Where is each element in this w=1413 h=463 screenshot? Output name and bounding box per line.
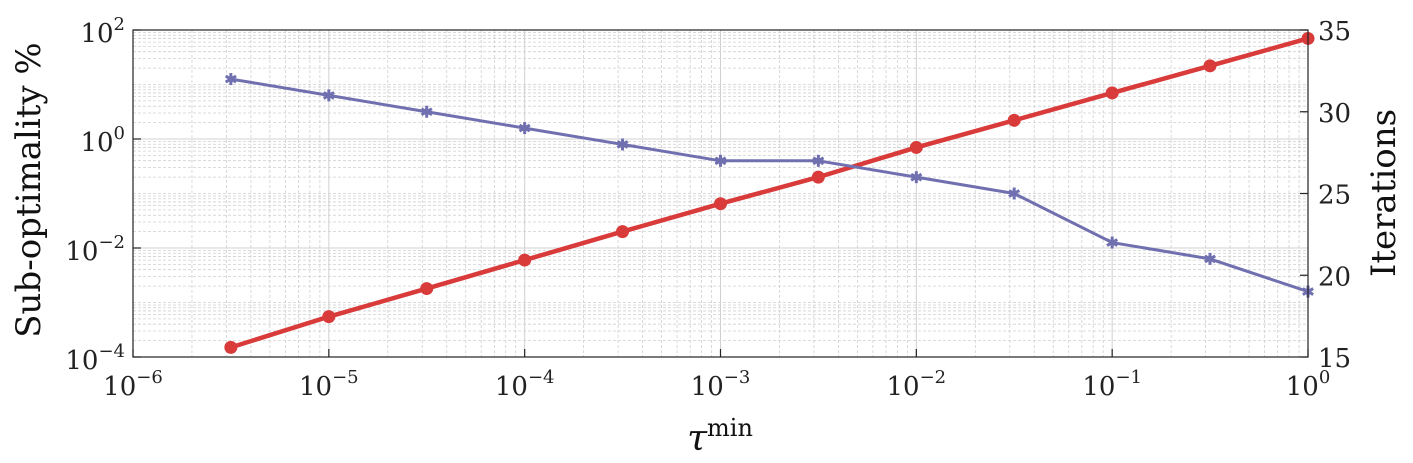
asterisk-center [325, 92, 333, 99]
series-1-point [1203, 59, 1217, 73]
asterisk-center [619, 141, 626, 148]
asterisk-center [1206, 255, 1214, 263]
left-y-tick-label: 102 [80, 14, 125, 49]
x-tick-label: 10−4 [495, 367, 555, 402]
asterisk-center [423, 108, 430, 115]
series-line-2 [230, 77, 1309, 294]
series-1-point [518, 253, 532, 267]
series-2-point [1008, 187, 1021, 200]
left-y-tick-label: 10−4 [65, 341, 125, 376]
series-2-point [1106, 236, 1119, 249]
series-2-point [714, 154, 727, 167]
series-1-point [224, 340, 238, 354]
series-1-point [714, 197, 727, 211]
series-2-point [224, 73, 237, 86]
left-y-tick-label: 10−2 [65, 232, 125, 267]
axis-ticks: 10−6 10−5 10−4 10−3 10−2 10−1 100 10−4 10−2 100 10… [65, 14, 1351, 402]
series-2-point [812, 154, 825, 167]
asterisk-center [227, 75, 235, 83]
x-tick-label: 10−6 [103, 367, 163, 402]
right-axis-title: Iterations [1364, 109, 1404, 277]
left-y-tick-label: 100 [80, 123, 125, 158]
asterisk-center [815, 157, 822, 164]
series-1-point [1007, 113, 1021, 127]
series-1-point [322, 310, 336, 324]
right-y-tick-label: 15 [1318, 344, 1351, 374]
right-y-tick-label: 25 [1318, 181, 1351, 211]
asterisk-center [1010, 190, 1018, 197]
series-2-point [322, 89, 335, 102]
right-y-tick-label: 30 [1318, 99, 1351, 129]
right-y-tick-label: 20 [1318, 262, 1351, 292]
series-layer [224, 31, 1315, 354]
right-y-tick-label: 35 [1318, 17, 1351, 47]
x-tick-label: 10−5 [299, 367, 359, 402]
series-line-1 [230, 36, 1309, 350]
series-1-point [1105, 86, 1119, 100]
series-2-point [616, 138, 629, 151]
left-axis-title: Sub-optimality % [9, 42, 49, 337]
x-tick-label: 10−1 [1082, 367, 1142, 402]
series-1-point [909, 140, 923, 154]
x-axis-title-base: τ [687, 418, 708, 459]
series-2-point [518, 122, 531, 135]
x-tick-label: 10−3 [691, 367, 751, 402]
asterisk-center [913, 173, 920, 181]
x-axis-title-sup: min [707, 414, 753, 442]
asterisk-center [1108, 239, 1116, 246]
series-1-point [420, 282, 434, 296]
asterisk-center [521, 124, 528, 132]
series-2-point [420, 105, 433, 118]
asterisk-center [717, 157, 724, 164]
series-1-point [616, 225, 630, 239]
x-tick-label: 100 [1286, 367, 1331, 402]
x-axis-title: τmin [687, 414, 753, 459]
x-tick-label: 10−2 [887, 367, 947, 402]
series-2-point [910, 171, 923, 184]
series-1-point [811, 170, 825, 184]
series-2-point [1204, 252, 1216, 265]
